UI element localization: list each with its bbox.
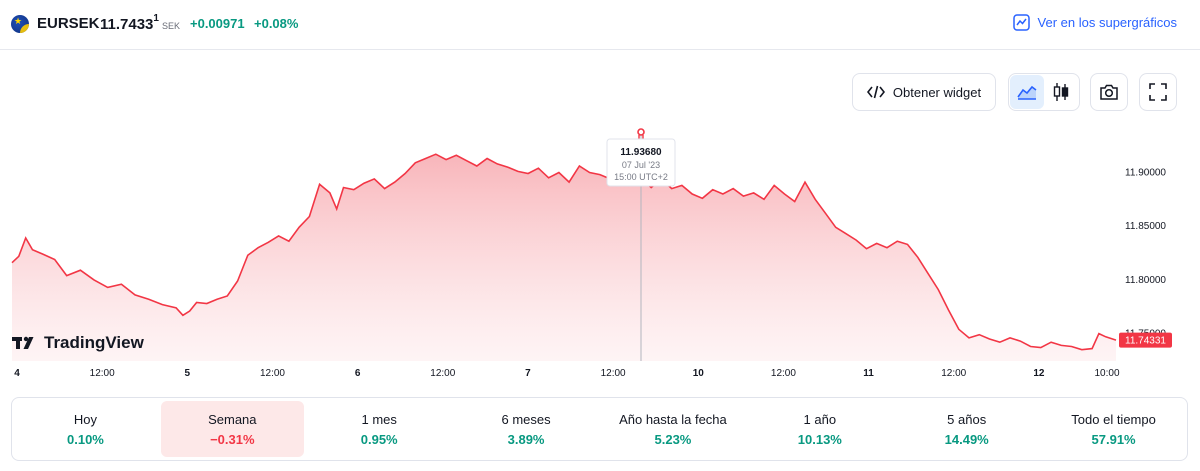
period-label: Semana xyxy=(208,411,257,427)
x-tick-label: 12:00 xyxy=(260,368,285,379)
x-tick-label: 12 xyxy=(1033,368,1045,379)
period-tab-2[interactable]: 1 mes 0.95% xyxy=(308,401,451,457)
current-price-tag-label: 11.74331 xyxy=(1125,336,1166,347)
hover-marker-dot xyxy=(637,128,645,136)
period-label: Hoy xyxy=(73,411,97,427)
tooltip-box xyxy=(606,138,676,187)
x-tick-label: 6 xyxy=(355,368,361,379)
price-area-fill xyxy=(12,154,1116,361)
tradingview-logo-icon xyxy=(12,336,34,349)
code-icon xyxy=(866,85,885,99)
last-price: 11.74331 xyxy=(100,13,159,33)
period-label: Año hasta la fecha xyxy=(619,411,727,427)
period-value: −0.31% xyxy=(210,431,255,447)
x-tick-label: 12:00 xyxy=(90,368,115,379)
price-tooltip: 11.93680 07 Jul '23 15:00 UTC+2 xyxy=(606,138,676,187)
period-value: 57.91% xyxy=(1091,431,1136,447)
period-label: 1 mes xyxy=(361,411,397,427)
x-tick-label: 12:00 xyxy=(601,368,626,379)
x-tick-label: 4 xyxy=(14,368,20,379)
symbol-name[interactable]: EURSEK xyxy=(37,15,100,32)
period-value: 14.49% xyxy=(944,431,989,447)
candlestick-icon xyxy=(1053,83,1069,101)
tooltip-value: 11.93680 xyxy=(620,147,662,158)
supercharts-link[interactable]: Ver en los supergráficos xyxy=(1012,14,1177,31)
fullscreen-icon xyxy=(1149,83,1167,101)
area-chart-icon xyxy=(1017,85,1037,100)
performance-periods: Hoy 0.10% Semana −0.31% 1 mes 0.95% 6 meses 3.8… xyxy=(11,397,1188,461)
period-tab-3[interactable]: 6 meses 3.89% xyxy=(455,401,598,457)
eu-flag-icon: ★ xyxy=(11,15,29,33)
fullscreen-button[interactable] xyxy=(1139,73,1177,111)
x-tick-label: 12:00 xyxy=(941,368,966,379)
period-value: 10.13% xyxy=(797,431,842,447)
x-tick-label: 5 xyxy=(185,368,191,379)
tooltip-time: 15:00 UTC+2 xyxy=(614,172,668,182)
currency-label: SEK xyxy=(162,21,181,31)
supercharts-link-label: Ver en los supergráficos xyxy=(1037,15,1177,30)
period-tab-7[interactable]: Todo el tiempo 57.91% xyxy=(1042,401,1185,457)
snapshot-button[interactable] xyxy=(1090,73,1128,111)
x-tick-label: 12:00 xyxy=(430,368,455,379)
price-line xyxy=(11,153,1117,351)
tooltip-date: 07 Jul '23 xyxy=(622,160,660,170)
price-change: +0.00971 xyxy=(190,16,245,31)
chart-trend-icon xyxy=(1012,14,1030,31)
period-value: 0.95% xyxy=(360,431,398,447)
camera-icon xyxy=(1100,84,1118,100)
period-value: 5.23% xyxy=(654,431,692,447)
current-price-tag-bg xyxy=(1119,332,1172,348)
period-tab-0[interactable]: Hoy 0.10% xyxy=(14,401,157,457)
y-tick-label: 11.80000 xyxy=(1125,275,1166,286)
x-tick-label: 10 xyxy=(693,368,705,379)
y-tick-label: 11.90000 xyxy=(1125,167,1166,178)
period-value: 0.10% xyxy=(67,431,104,447)
area-chart-style-button[interactable] xyxy=(1010,75,1044,109)
tradingview-logo: TradingView xyxy=(12,333,144,353)
period-tab-1[interactable]: Semana −0.31% xyxy=(160,401,304,457)
x-tick-label: 11 xyxy=(863,368,874,379)
x-tick-label: 12:00 xyxy=(771,368,796,379)
period-label: 5 años xyxy=(947,411,987,427)
period-tab-5[interactable]: 1 año 10.13% xyxy=(748,401,891,457)
symbol-header: ★ EURSEK 11.74331 SEK +0.00971 +0.08% Ve… xyxy=(0,0,1200,50)
period-label: Todo el tiempo xyxy=(1071,411,1156,427)
period-tab-4[interactable]: Año hasta la fecha 5.23% xyxy=(602,401,745,457)
current-price-tag: 11.74331 xyxy=(1119,332,1172,348)
tradingview-logo-text: TradingView xyxy=(44,333,144,352)
price-change-percent: +0.08% xyxy=(254,16,299,31)
get-widget-button[interactable]: Obtener widget xyxy=(852,73,996,111)
period-value: 3.89% xyxy=(507,431,545,447)
period-label: 6 meses xyxy=(501,411,551,427)
period-tab-6[interactable]: 5 años 14.49% xyxy=(895,401,1038,457)
chart-style-toggle xyxy=(1008,73,1080,111)
x-axis: 4 12:00 5 12:00 6 12:00 7 12:00 10 12:00 11 12:00 12… xyxy=(14,368,1120,379)
period-label: 1 año xyxy=(803,411,837,427)
x-tick-label: 10:00 xyxy=(1094,368,1119,379)
candles-chart-style-button[interactable] xyxy=(1044,75,1078,109)
x-tick-label: 7 xyxy=(525,368,531,379)
y-tick-label: 11.85000 xyxy=(1125,221,1166,232)
get-widget-label: Obtener widget xyxy=(892,84,982,100)
